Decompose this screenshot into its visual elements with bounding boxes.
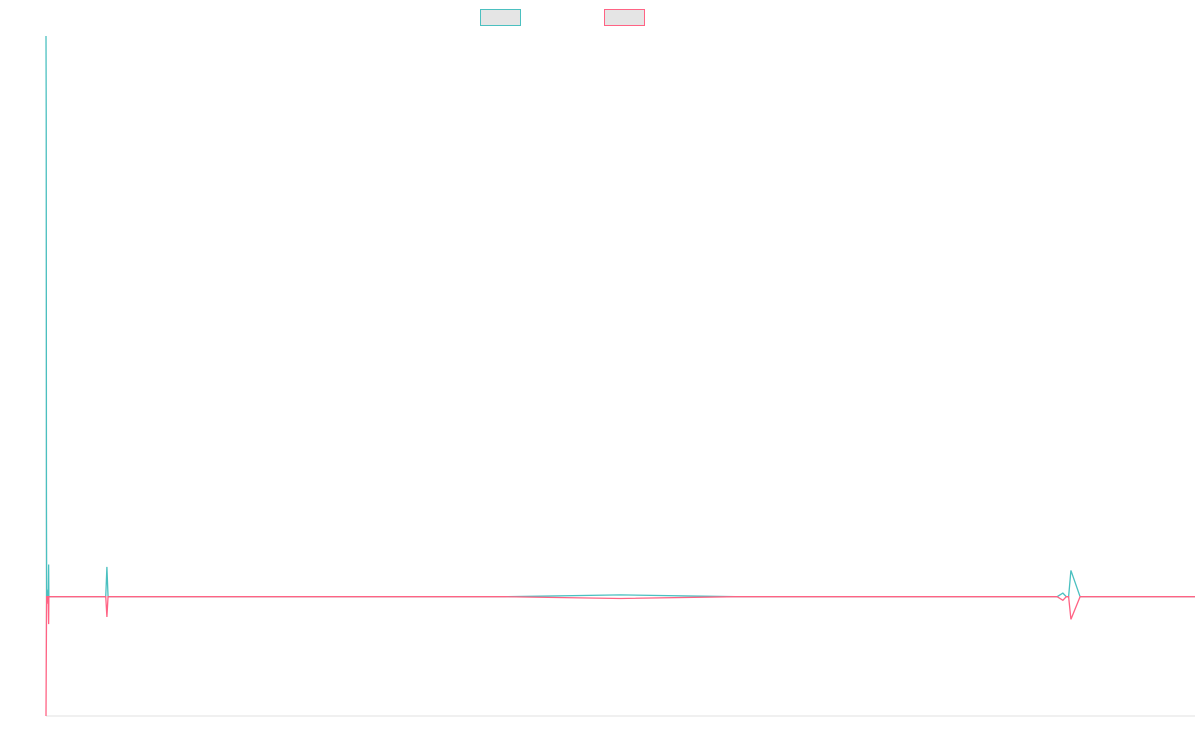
legend — [0, 9, 1200, 27]
legend-item-series-1[interactable] — [480, 9, 527, 26]
legend-item-series-2[interactable] — [604, 9, 651, 26]
series-line-1 — [45, 35, 1195, 598]
series-line-2 — [45, 596, 1195, 717]
legend-swatch-series-2 — [604, 9, 645, 26]
series-layer — [45, 35, 1195, 717]
legend-swatch-series-1 — [480, 9, 521, 26]
